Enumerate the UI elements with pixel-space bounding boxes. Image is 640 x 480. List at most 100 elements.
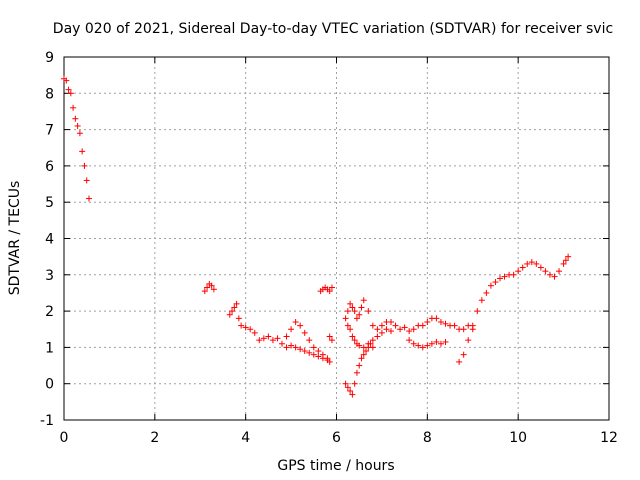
data-point: [63, 77, 70, 84]
data-point: [349, 391, 356, 398]
data-point: [388, 328, 394, 335]
data-point: [365, 308, 372, 315]
data-point: [519, 264, 526, 271]
data-point: [528, 259, 535, 266]
data-point: [374, 333, 381, 340]
data-point: [279, 340, 285, 347]
data-point: [310, 344, 317, 351]
data-point: [349, 304, 356, 311]
data-point: [369, 337, 376, 344]
data-point: [301, 329, 308, 336]
data-point: [397, 326, 404, 333]
data-point: [342, 380, 349, 387]
data-point: [356, 362, 363, 369]
chart-title: Day 020 of 2021, Sidereal Day-to-day VTE…: [53, 21, 613, 37]
data-point: [465, 337, 472, 344]
data-point: [460, 326, 467, 333]
x-tick-label: 12: [600, 430, 618, 446]
data-point: [383, 326, 390, 333]
data-point: [326, 358, 333, 365]
y-tick-label: 7: [45, 123, 54, 139]
data-point: [424, 342, 431, 349]
data-point: [351, 337, 358, 344]
data-point: [428, 340, 435, 347]
data-point: [378, 329, 385, 336]
data-point: [358, 304, 365, 311]
data-point: [437, 318, 444, 325]
data-point: [260, 335, 267, 342]
data-point: [410, 340, 417, 347]
data-point: [460, 351, 467, 358]
data-point: [201, 288, 208, 295]
y-tick-label: 4: [45, 232, 54, 248]
data-point: [406, 328, 413, 335]
data-point: [556, 268, 563, 275]
data-point: [344, 322, 351, 329]
y-tick-label: 1: [45, 340, 54, 356]
data-point: [510, 271, 517, 278]
data-point: [478, 297, 485, 304]
data-point: [292, 318, 299, 325]
data-point: [347, 300, 354, 307]
data-point: [306, 337, 313, 344]
data-point: [204, 284, 211, 291]
data-point: [344, 308, 351, 315]
data-point: [79, 148, 86, 155]
data-point: [233, 300, 240, 307]
data-point: [238, 322, 245, 329]
data-point: [360, 351, 367, 358]
data-point: [353, 315, 360, 322]
data-point: [369, 322, 376, 329]
x-tick-label: 4: [241, 430, 250, 446]
data-point: [551, 273, 558, 280]
x-tick-label: 8: [423, 430, 432, 446]
data-point: [76, 130, 83, 137]
data-point: [328, 284, 335, 291]
data-point: [301, 348, 308, 355]
data-point: [501, 273, 508, 280]
data-point: [349, 333, 356, 340]
data-point: [437, 340, 444, 347]
y-tick-label: 8: [45, 86, 54, 102]
data-point: [342, 315, 349, 322]
data-point: [487, 282, 494, 289]
data-point: [292, 344, 299, 351]
data-point: [265, 333, 272, 340]
data-point: [269, 337, 276, 344]
data-point: [351, 380, 358, 387]
data-point: [283, 333, 290, 340]
data-point: [315, 348, 322, 355]
data-point: [410, 326, 417, 333]
y-axis-label: SDTVAR / TECUs: [7, 181, 23, 296]
data-point: [369, 344, 376, 351]
data-point: [208, 282, 215, 289]
data-point: [524, 260, 531, 267]
data-point: [326, 333, 333, 340]
data-point: [537, 264, 544, 271]
data-point: [533, 260, 540, 267]
data-point: [283, 344, 290, 351]
data-point: [415, 342, 422, 349]
data-point: [315, 353, 322, 360]
data-point: [442, 338, 449, 345]
data-series: [61, 75, 572, 398]
data-point: [433, 315, 440, 322]
data-point: [297, 346, 304, 353]
x-axis-label: GPS time / hours: [277, 458, 394, 474]
data-point: [347, 326, 354, 333]
data-point: [469, 322, 476, 329]
data-point: [542, 268, 549, 275]
data-point: [347, 387, 354, 394]
data-point: [546, 271, 553, 278]
data-point: [358, 355, 365, 362]
data-point: [562, 257, 569, 264]
data-point: [247, 326, 254, 333]
x-tick-label: 6: [332, 430, 341, 446]
data-point: [401, 324, 408, 331]
data-point: [251, 329, 258, 336]
data-point: [226, 311, 233, 318]
data-point: [242, 324, 249, 331]
x-tick-label: 10: [509, 430, 527, 446]
